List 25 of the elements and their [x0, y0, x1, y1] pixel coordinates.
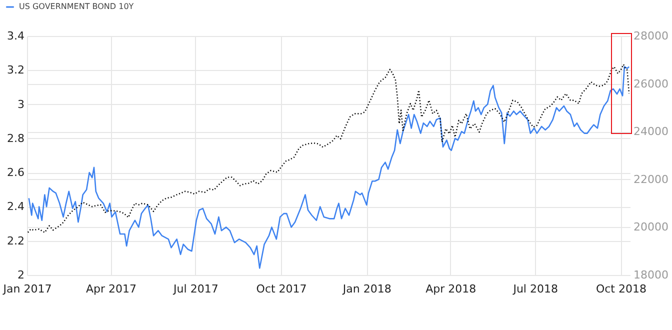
y-tick-label: 3	[18, 98, 24, 111]
x-tick-label: Oct 2018	[596, 282, 646, 296]
y-tick-label: 3.4	[7, 30, 24, 42]
x-tick-label: Apr 2018	[426, 282, 476, 296]
y-tick-label: 2.8	[7, 132, 24, 145]
x-tick-label: Jan 2018	[342, 282, 392, 296]
x-tick-label: Jul 2017	[172, 282, 218, 296]
y-tick-label: 3.2	[7, 64, 24, 77]
y2-tick-label: 28000	[634, 30, 668, 42]
line-series	[27, 64, 630, 234]
x-tick-label: Oct 2017	[256, 282, 307, 296]
x-tick-label: Jul 2018	[512, 282, 558, 296]
y-tick-label: 2.4	[7, 200, 24, 214]
y-tick-label: 2	[18, 268, 24, 282]
y-tick-label: 2.2	[7, 234, 24, 248]
y2-tick-label: 24000	[634, 125, 668, 138]
y2-tick-label: 22000	[634, 172, 668, 186]
y-tick-label: 2.6	[7, 166, 24, 180]
y2-tick-label: 18000	[634, 268, 668, 282]
line-series	[28, 66, 630, 269]
y2-tick-label: 26000	[634, 77, 668, 90]
y2-tick-label: 20000	[634, 220, 668, 234]
x-tick-label: Jan 2017	[2, 282, 52, 296]
legend-label: US GOVERNMENT BOND 10Y	[19, 2, 134, 11]
x-tick-label: Apr 2017	[86, 282, 137, 296]
